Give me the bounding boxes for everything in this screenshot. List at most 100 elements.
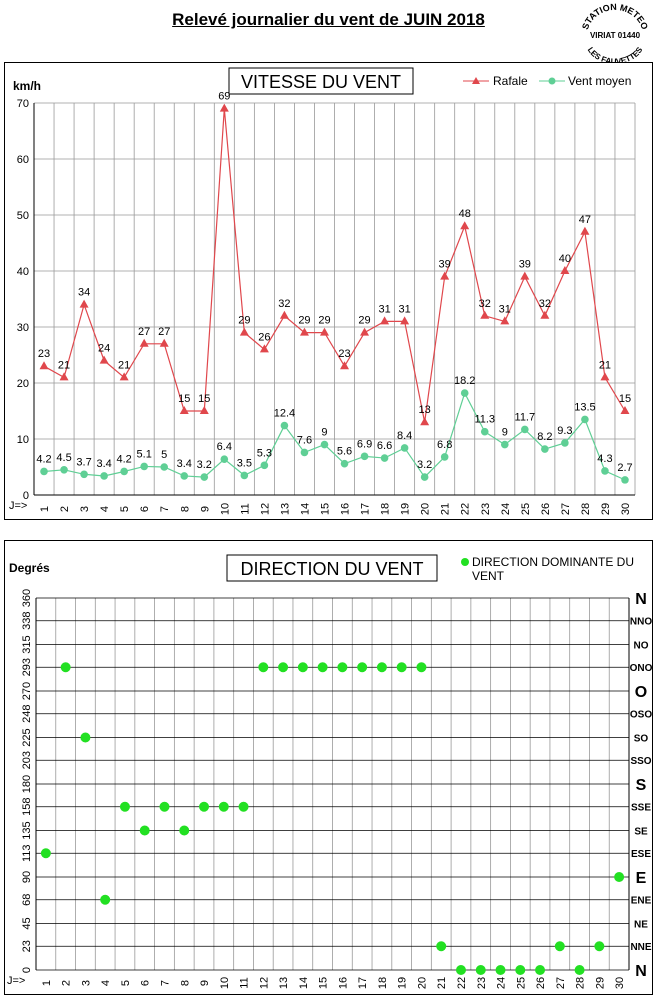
moyen-point [300,448,309,457]
speed-ytick-label: 50 [17,210,29,222]
moyen-point [440,453,449,461]
direction-point [416,662,427,673]
speed-xtick-label: 30 [620,503,632,515]
compass-label: SSO [630,756,651,767]
rafale-point [620,406,630,414]
speed-ytick-label: 0 [23,490,29,502]
moyen-data-label: 7.6 [297,434,312,446]
rafale-point [139,338,149,347]
moyen-point [180,472,189,480]
compass-label: NO [634,641,649,652]
moyen-point [160,463,169,471]
direction-xtick-label: 30 [614,977,626,989]
rafale-point [480,310,490,319]
rafale-data-label: 39 [439,259,451,271]
moyen-point [120,467,128,476]
compass-label: SO [634,734,649,745]
direction-xtick-label: 15 [318,977,330,989]
rafale-data-label: 27 [158,326,170,338]
speed-xtick-label: 29 [600,503,612,515]
moyen-data-label: 9.3 [557,425,572,437]
moyen-point [500,440,509,449]
rafale-point [299,327,309,336]
legend-rafale-marker [472,77,480,84]
moyen-point [541,445,549,453]
rafale-point [279,310,289,319]
speed-xtick-label: 15 [319,503,331,515]
rafale-point [119,372,129,381]
moyen-point [240,471,249,480]
direction-point [297,662,308,673]
moyen-point [420,473,429,481]
direction-ytick-label: 113 [21,844,33,862]
moyen-data-label: 6.9 [357,438,372,450]
direction-ylabel: Degrés [9,561,50,575]
moyen-data-label: 18.2 [454,375,475,387]
rafale-point [600,372,610,381]
speed-xtick-label: 14 [299,503,311,515]
legend-moyen-marker [548,77,556,85]
direction-ytick-label: 90 [21,871,33,883]
moyen-data-label: 9 [321,427,327,439]
direction-xtick-label: 12 [258,977,270,989]
rafale-data-label: 29 [238,315,250,327]
wind-direction-panel: 0 N 23 NNE 45 NE 68 ENE 90 E 113 ESE 135 SE 158 SSE 180 S… [4,540,653,995]
legend-rafale-label: Rafale [493,74,528,88]
direction-xtick-label: 18 [377,977,389,989]
direction-xtick-label: 6 [140,980,152,986]
direction-ytick-label: 225 [21,728,33,746]
rafale-data-label: 29 [298,315,310,327]
moyen-data-label: 4.5 [56,452,71,464]
direction-xtick-label: 11 [239,977,251,988]
moyen-point [260,461,269,470]
direction-xtick-label: 7 [159,980,171,986]
moyen-data-label: 11.7 [515,411,536,423]
moyen-data-label: 3.2 [197,459,212,471]
speed-xtick-label: 13 [279,503,291,515]
direction-xtick-label: 26 [535,977,547,989]
direction-xlabel-prefix: J=> [7,975,25,987]
direction-grid [35,597,630,971]
direction-xtick-label: 8 [179,980,191,986]
speed-ytick-label: 60 [17,154,29,166]
rafale-point [440,271,450,280]
direction-xtick-label: 17 [357,977,369,989]
rafale-data-label: 32 [479,298,491,310]
compass-label: N [635,591,647,608]
direction-xtick-label: 28 [575,977,587,989]
speed-xtick-label: 5 [119,506,131,512]
moyen-data-label: 2.7 [617,462,632,474]
rafale-data-label: 39 [519,259,531,271]
rafale-point [360,327,370,336]
rafale-point [420,417,430,426]
direction-point [436,941,447,952]
moyen-point [360,452,369,461]
direction-ytick-label: 203 [21,751,33,769]
speed-xtick-label: 1 [39,506,51,512]
rafale-data-label: 15 [619,393,631,405]
direction-point [337,662,348,673]
direction-xtick-label: 19 [397,977,409,989]
direction-point [535,965,546,975]
speed-xtick-label: 17 [360,503,372,515]
speed-xtick-label: 22 [460,503,472,515]
moyen-point [320,440,329,449]
moyen-data-label: 8.4 [397,430,412,442]
stamp-middle-text: VIRIAT 01440 [590,31,641,40]
direction-title-box [226,554,438,582]
speed-xtick-label: 28 [580,503,592,515]
speed-xtick-label: 7 [159,506,171,512]
compass-label: SE [634,827,648,838]
direction-point [238,801,249,812]
rafale-point [340,361,350,370]
stamp-top-text: STATION METEO [580,2,650,31]
rafale-point [380,316,390,325]
direction-ytick-label: 45 [21,917,33,929]
rafale-data-label: 32 [539,298,551,310]
direction-xtick-label: 2 [61,980,73,986]
moyen-data-label: 6.4 [217,441,232,453]
rafale-point [319,327,329,336]
direction-point [317,662,328,673]
rafale-data-label: 31 [378,303,390,315]
